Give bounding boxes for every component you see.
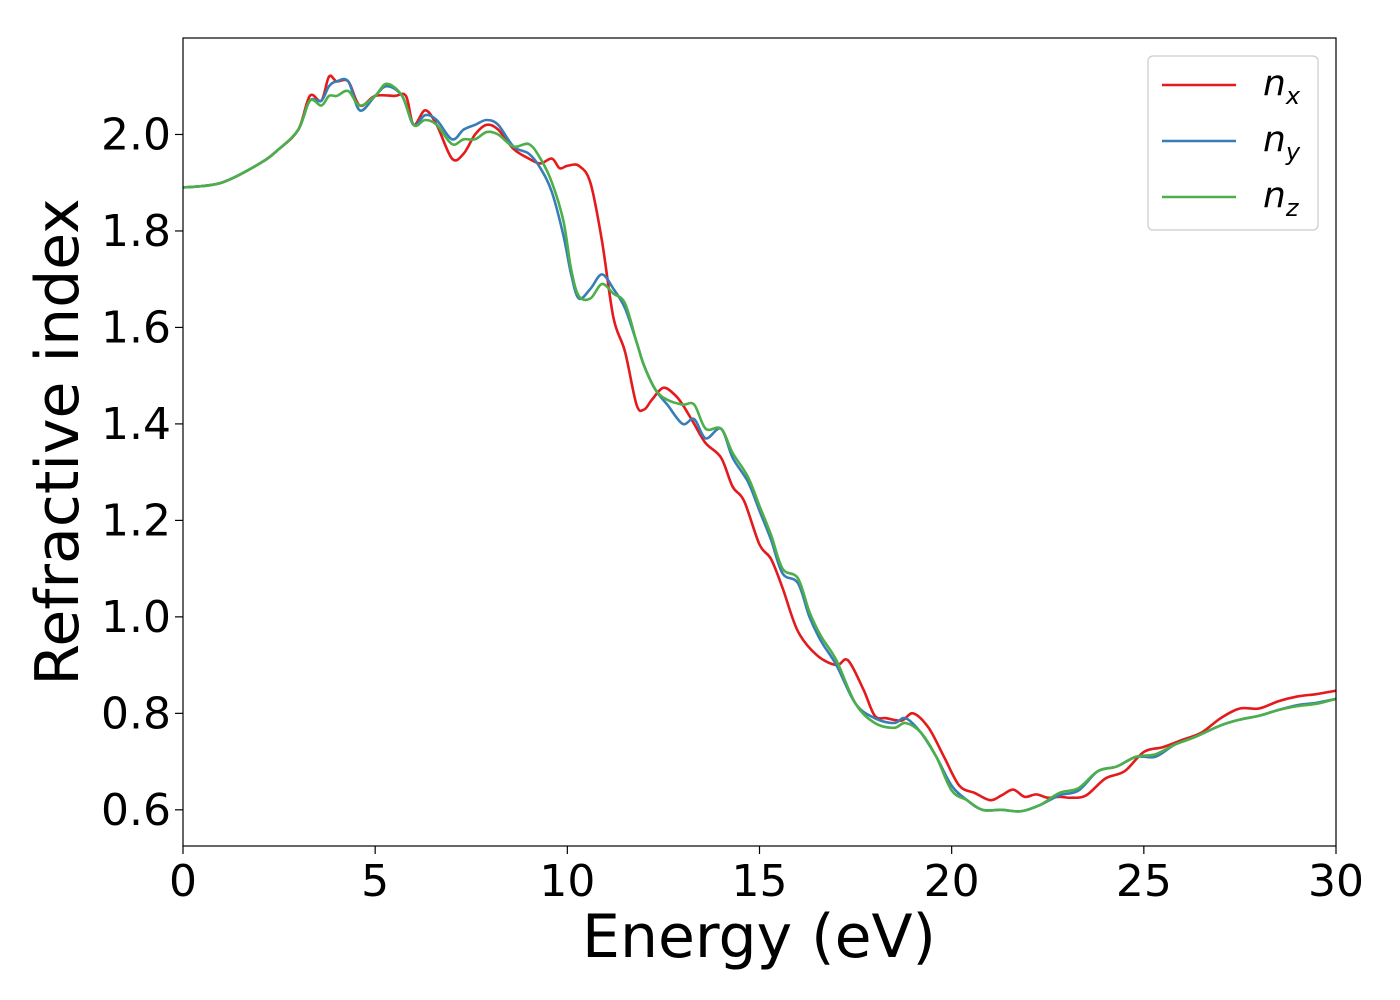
x-tick-label: 0 (169, 856, 197, 907)
series-layer (183, 74, 1336, 813)
x-tick-label: 5 (361, 856, 389, 907)
y-axis: 0.6 0.8 1.0 1.2 1.4 1.6 1.8 2.0 (101, 109, 183, 836)
y-axis-title: Refractive index (23, 198, 93, 685)
y-tick-label: 0.8 (101, 688, 171, 739)
y-tick-label: 0.6 (101, 785, 171, 836)
legend-label-base: n (1263, 119, 1286, 160)
y-tick-label: 1.6 (101, 302, 171, 353)
legend-label-x: nx (1263, 63, 1301, 110)
series-line-x (183, 74, 1336, 802)
series-line-z (183, 82, 1336, 813)
legend-box (1147, 55, 1319, 231)
legend-label-subscript: y (1285, 138, 1301, 166)
legend-label-subscript: x (1285, 82, 1301, 110)
x-tick-label: 10 (539, 856, 595, 907)
y-tick-label: 1.4 (101, 399, 171, 450)
y-tick-label: 2.0 (101, 109, 171, 160)
legend-label-base: n (1263, 175, 1286, 216)
x-axis-title: Energy (eV) (582, 902, 936, 972)
y-tick-label: 1.0 (101, 592, 171, 643)
legend-label-base: n (1263, 63, 1286, 104)
y-tick-label: 1.8 (101, 206, 171, 257)
legend-label-z: nz (1263, 175, 1300, 222)
x-tick-label: 30 (1308, 856, 1364, 907)
x-tick-label: 20 (924, 856, 980, 907)
x-tick-label: 25 (1116, 856, 1172, 907)
legend-label-y: ny (1263, 119, 1301, 166)
x-tick-label: 15 (732, 856, 788, 907)
y-tick-label: 1.2 (101, 495, 171, 546)
legend-label-subscript: z (1285, 194, 1300, 222)
x-axis: 0 5 10 15 20 25 30 (169, 846, 1364, 907)
